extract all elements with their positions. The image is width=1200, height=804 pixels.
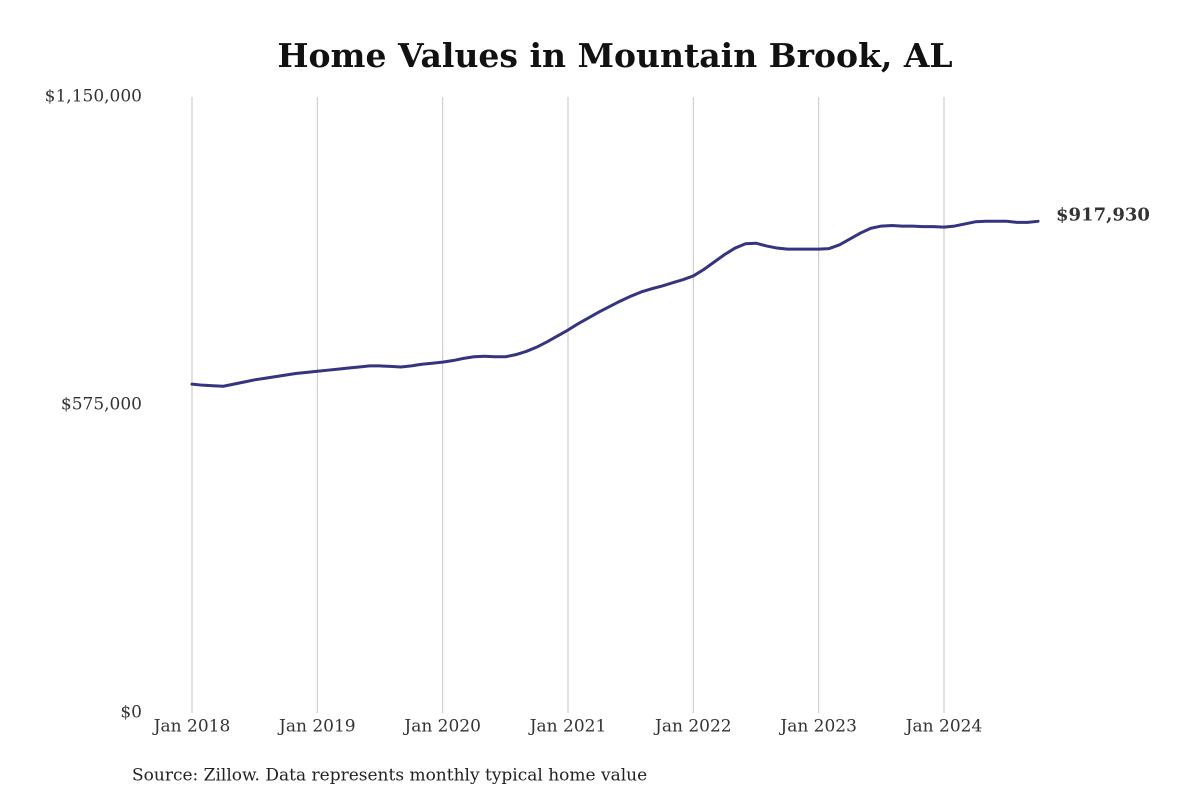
y-tick-label: $1,150,000 bbox=[45, 87, 142, 107]
x-tick-label: Jan 2023 bbox=[778, 717, 857, 737]
y-tick-label: $575,000 bbox=[61, 395, 142, 415]
data-line bbox=[190, 219, 1040, 388]
source-note: Source: Zillow. Data represents monthly … bbox=[132, 766, 647, 786]
end-value-label: $917,930 bbox=[1056, 204, 1150, 225]
x-tick-label: Jan 2019 bbox=[277, 717, 356, 737]
x-tick-label: Jan 2018 bbox=[152, 717, 231, 737]
x-tick-label: Jan 2024 bbox=[904, 717, 983, 737]
x-tick-label: Jan 2020 bbox=[402, 717, 481, 737]
chart-title: Home Values in Mountain Brook, AL bbox=[277, 36, 952, 75]
x-tick-label: Jan 2021 bbox=[528, 717, 607, 737]
y-tick-label: $0 bbox=[120, 703, 142, 723]
x-tick-label: Jan 2022 bbox=[653, 717, 732, 737]
